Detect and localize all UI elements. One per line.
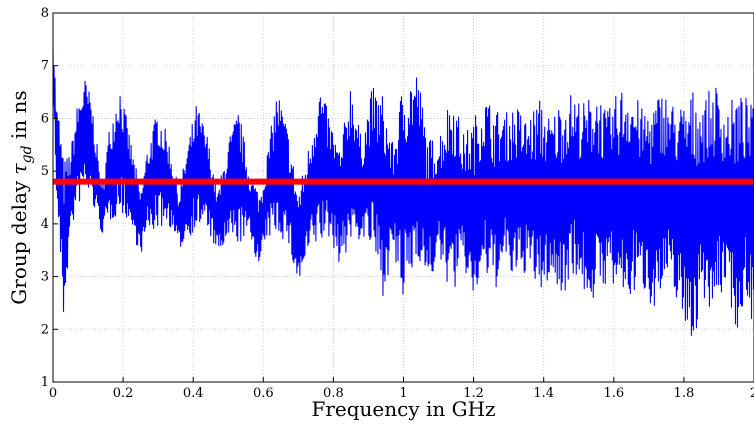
x-tick-label: 1.4 <box>533 386 554 401</box>
y-axis-label: Group delay τgd in ns <box>7 90 35 304</box>
x-axis-label: Frequency in GHz <box>311 397 495 421</box>
y-tick-label: 4 <box>41 217 49 232</box>
y-tick-label: 6 <box>41 111 49 126</box>
y-tick-label: 2 <box>41 322 49 337</box>
y-axis-label-prefix: Group delay <box>7 174 31 304</box>
axis-ticks: 0 0.2 0.4 0.6 0.8 1 1.2 1.4 1.6 1.8 2 1 2 3 4 5 6 7 8 <box>41 6 754 401</box>
x-tick-label: 1.8 <box>674 386 695 401</box>
x-tick-label: 0 <box>49 386 57 401</box>
y-tick-label: 1 <box>41 375 49 390</box>
x-tick-label: 1.6 <box>603 386 624 401</box>
x-tick-label: 0.6 <box>253 386 274 401</box>
x-tick-label: 0.4 <box>183 386 204 401</box>
y-axis-label-suffix: in ns <box>7 90 31 145</box>
y-axis-label-subscript: gd <box>19 145 35 163</box>
series-line-measured <box>52 49 754 336</box>
y-tick-label: 8 <box>41 6 49 21</box>
x-tick-label: 1 <box>399 386 407 401</box>
y-axis-label-symbol: τ <box>7 162 31 174</box>
y-tick-label: 7 <box>41 59 49 74</box>
plot-area <box>52 49 754 336</box>
y-tick-label: 3 <box>41 270 49 285</box>
x-tick-label: 0.2 <box>113 386 134 401</box>
x-tick-label: 1.2 <box>463 386 484 401</box>
x-tick-label: 0.8 <box>323 386 344 401</box>
x-tick-label: 2 <box>750 386 754 401</box>
y-tick-label: 5 <box>41 164 49 179</box>
